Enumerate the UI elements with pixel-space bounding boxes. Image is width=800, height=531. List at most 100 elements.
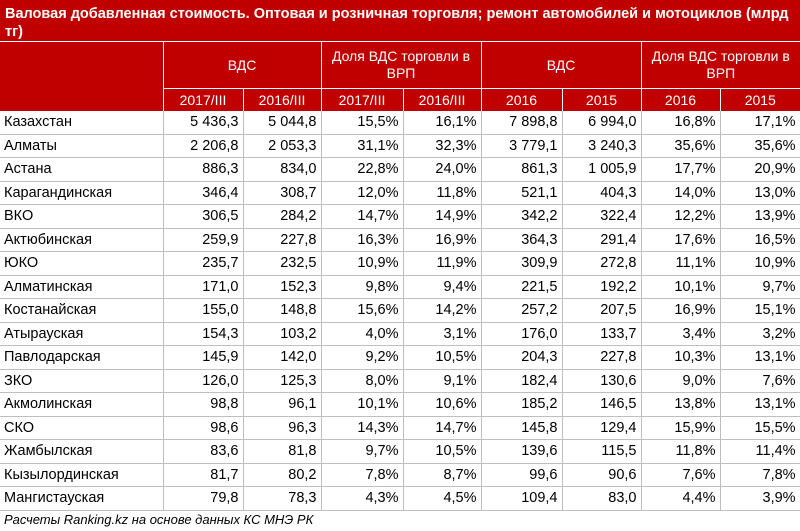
value-cell: 6 994,0 bbox=[562, 111, 642, 135]
value-cell: 9,0% bbox=[641, 369, 721, 393]
value-cell: 14,9% bbox=[403, 204, 482, 229]
value-cell: 15,6% bbox=[321, 298, 404, 323]
value-cell: 3,2% bbox=[720, 322, 800, 346]
value-cell: 126,0 bbox=[163, 369, 244, 393]
value-cell: 2 053,3 bbox=[243, 134, 322, 158]
value-cell: 521,1 bbox=[481, 181, 563, 205]
value-cell: 284,2 bbox=[243, 204, 322, 229]
value-cell: 11,1% bbox=[641, 251, 721, 276]
value-cell: 4,3% bbox=[321, 486, 404, 511]
value-cell: 182,4 bbox=[481, 369, 563, 393]
value-cell: 3 240,3 bbox=[562, 134, 642, 158]
value-cell: 11,8% bbox=[641, 439, 721, 464]
table-row: Карагандинская 346,4 308,7 12,0% 11,8% 521,1 4… bbox=[0, 181, 800, 205]
value-cell: 145,9 bbox=[163, 345, 244, 370]
value-cell: 9,7% bbox=[321, 439, 404, 464]
value-cell: 5 044,8 bbox=[243, 111, 322, 135]
value-cell: 192,2 bbox=[562, 275, 642, 299]
column-header: 2015 bbox=[561, 88, 641, 111]
value-cell: 4,5% bbox=[403, 486, 482, 511]
value-cell: 16,5% bbox=[720, 228, 800, 252]
value-cell: 22,8% bbox=[321, 157, 404, 182]
table-row: Павлодарская 145,9 142,0 9,2% 10,5% 204,3 227,… bbox=[0, 345, 800, 370]
value-cell: 12,2% bbox=[641, 204, 721, 229]
source-note: Расчеты Ranking.kz на основе данных КС М… bbox=[4, 512, 314, 527]
region-name: Жамбылская bbox=[0, 439, 164, 464]
value-cell: 125,3 bbox=[243, 369, 322, 393]
table-row: Жамбылская 83,6 81,8 9,7% 10,5% 139,6 115,5 11,… bbox=[0, 439, 800, 464]
region-name: СКО bbox=[0, 416, 164, 440]
region-name: ЮКО bbox=[0, 251, 164, 276]
value-cell: 154,3 bbox=[163, 322, 244, 346]
value-cell: 79,8 bbox=[163, 486, 244, 511]
value-cell: 13,1% bbox=[720, 345, 800, 370]
value-cell: 204,3 bbox=[481, 345, 563, 370]
group-header-gva-annual: ВДС bbox=[480, 41, 641, 89]
value-cell: 16,8% bbox=[641, 111, 721, 135]
value-cell: 306,5 bbox=[163, 204, 244, 229]
value-cell: 16,9% bbox=[403, 228, 482, 252]
value-cell: 103,2 bbox=[243, 322, 322, 346]
value-cell: 227,8 bbox=[243, 228, 322, 252]
value-cell: 10,9% bbox=[321, 251, 404, 276]
value-cell: 14,7% bbox=[321, 204, 404, 229]
table-row: Костанайская 155,0 148,8 15,6% 14,2% 257,2 207… bbox=[0, 298, 800, 323]
value-cell: 15,9% bbox=[641, 416, 721, 440]
region-name: Павлодарская bbox=[0, 345, 164, 370]
column-header: 2017/III bbox=[162, 88, 243, 111]
value-cell: 7 898,8 bbox=[481, 111, 563, 135]
column-header: 2016/III bbox=[402, 88, 481, 111]
value-cell: 78,3 bbox=[243, 486, 322, 511]
table-row: СКО 98,6 96,3 14,3% 14,7% 145,8 129,4 15,9% 15,5… bbox=[0, 416, 800, 440]
value-cell: 17,1% bbox=[720, 111, 800, 135]
region-name: Акмолинская bbox=[0, 392, 164, 417]
value-cell: 96,3 bbox=[243, 416, 322, 440]
value-cell: 13,9% bbox=[720, 204, 800, 229]
value-cell: 10,9% bbox=[720, 251, 800, 276]
table-row: Атырауская 154,3 103,2 4,0% 3,1% 176,0 133,7 3,… bbox=[0, 322, 800, 346]
value-cell: 80,2 bbox=[243, 463, 322, 487]
value-cell: 4,4% bbox=[641, 486, 721, 511]
value-cell: 3,4% bbox=[641, 322, 721, 346]
region-name: Кызылординская bbox=[0, 463, 164, 487]
table-row: Акмолинская 98,8 96,1 10,1% 10,6% 185,2 146,5 1… bbox=[0, 392, 800, 417]
value-cell: 404,3 bbox=[562, 181, 642, 205]
value-cell: 152,3 bbox=[243, 275, 322, 299]
table-row: Актюбинская 259,9 227,8 16,3% 16,9% 364,3 291,… bbox=[0, 228, 800, 252]
value-cell: 129,4 bbox=[562, 416, 642, 440]
value-cell: 176,0 bbox=[481, 322, 563, 346]
region-name: Актюбинская bbox=[0, 228, 164, 252]
value-cell: 232,5 bbox=[243, 251, 322, 276]
value-cell: 12,0% bbox=[321, 181, 404, 205]
value-cell: 10,1% bbox=[641, 275, 721, 299]
value-cell: 109,4 bbox=[481, 486, 563, 511]
group-header-gva-quarterly: ВДС bbox=[162, 41, 321, 89]
value-cell: 96,1 bbox=[243, 392, 322, 417]
value-cell: 15,5% bbox=[720, 416, 800, 440]
value-cell: 17,6% bbox=[641, 228, 721, 252]
value-cell: 309,9 bbox=[481, 251, 563, 276]
value-cell: 272,8 bbox=[562, 251, 642, 276]
column-header: 2016 bbox=[480, 88, 562, 111]
value-cell: 14,7% bbox=[403, 416, 482, 440]
region-name: Алматинская bbox=[0, 275, 164, 299]
value-cell: 16,3% bbox=[321, 228, 404, 252]
group-header-share-annual: Доля ВДС торговли в ВРП bbox=[640, 41, 800, 89]
value-cell: 14,3% bbox=[321, 416, 404, 440]
value-cell: 10,5% bbox=[403, 345, 482, 370]
table-row: ВКО 306,5 284,2 14,7% 14,9% 342,2 322,4 12,2% 13… bbox=[0, 204, 800, 229]
value-cell: 10,3% bbox=[641, 345, 721, 370]
group-header-share-quarterly: Доля ВДС торговли в ВРП bbox=[320, 41, 481, 89]
value-cell: 259,9 bbox=[163, 228, 244, 252]
value-cell: 10,1% bbox=[321, 392, 404, 417]
value-cell: 4,0% bbox=[321, 322, 404, 346]
region-name: Мангистауская bbox=[0, 486, 164, 511]
value-cell: 322,4 bbox=[562, 204, 642, 229]
value-cell: 98,6 bbox=[163, 416, 244, 440]
table-row: Алматы 2 206,8 2 053,3 31,1% 32,3% 3 779,1 3 2… bbox=[0, 134, 800, 158]
region-name: Карагандинская bbox=[0, 181, 164, 205]
value-cell: 130,6 bbox=[562, 369, 642, 393]
region-name: ВКО bbox=[0, 204, 164, 229]
value-cell: 142,0 bbox=[243, 345, 322, 370]
value-cell: 171,0 bbox=[163, 275, 244, 299]
